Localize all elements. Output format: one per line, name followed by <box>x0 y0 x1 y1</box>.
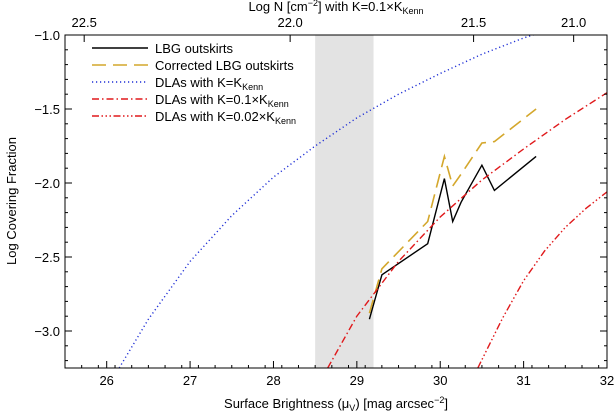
legend-label-3: DLAs with K=0.1×KKenn <box>155 92 289 109</box>
shaded-band-layer <box>315 35 374 368</box>
legend-label-sub-2: Kenn <box>242 82 263 92</box>
tick-layer: 26 27 28 29 30 31 32 −1.0 −1.5 −2.0 −2.5 −3.0 22.5 22… <box>34 15 614 388</box>
x-tick-label: 26 <box>99 373 113 388</box>
y-tick-label: −2.5 <box>34 250 60 265</box>
x-axis-title: Surface Brightness (μV) [mag arcsec−2] <box>224 395 448 413</box>
top-axis-title-sup: −2 <box>308 0 318 8</box>
series-line-2 <box>118 35 536 368</box>
series-line-0 <box>368 155 537 320</box>
series-layer <box>118 35 607 368</box>
top-axis-title-sub: Kenn <box>403 6 424 16</box>
legend-label-0: LBG outskirts <box>155 41 234 56</box>
y-tick-label: −2.0 <box>34 176 60 191</box>
top-tick-label: 22.5 <box>72 15 97 30</box>
top-axis-title: Log N [cm−2] with K=0.1×KKenn <box>248 0 423 16</box>
y-tick-label: −3.0 <box>34 324 60 339</box>
x-axis-title-sup: −2 <box>434 395 444 405</box>
x-tick-label: 30 <box>433 373 447 388</box>
series-line-3 <box>327 92 607 368</box>
x-tick-label: 27 <box>183 373 197 388</box>
y-axis-title: Log Covering Fraction <box>4 137 19 265</box>
y-tick-label: −1.0 <box>34 28 60 43</box>
shaded-band <box>315 35 374 368</box>
series-line-1 <box>368 108 537 314</box>
top-tick-label: 21.5 <box>461 15 486 30</box>
y-tick-label: −1.5 <box>34 102 60 117</box>
top-tick-label: 22.0 <box>277 15 302 30</box>
x-tick-label: 28 <box>266 373 280 388</box>
legend-label-4: DLAs with K=0.02×KKenn <box>155 109 296 126</box>
legend-label-sub-3: Kenn <box>268 99 289 109</box>
x-axis-title-sub: V <box>349 403 355 413</box>
legend-label-1: Corrected LBG outskirts <box>155 58 294 73</box>
legend-label-2: DLAs with K=KKenn <box>155 75 263 92</box>
x-tick-label: 32 <box>600 373 614 388</box>
x-tick-label: 31 <box>516 373 530 388</box>
legend-label-sub-4: Kenn <box>275 116 296 126</box>
top-tick-label: 21.0 <box>561 15 586 30</box>
x-tick-label: 29 <box>350 373 364 388</box>
legend: LBG outskirts Corrected LBG outskirts DLAs… <box>92 41 296 126</box>
plot-frame <box>64 34 608 369</box>
series-line-4 <box>477 191 607 368</box>
